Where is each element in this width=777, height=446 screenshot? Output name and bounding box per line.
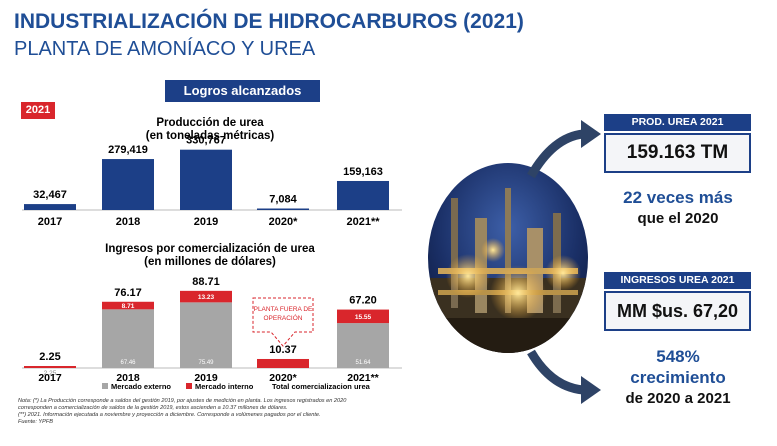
footnote-line: (**) 2021. Información ejecutada a novie… — [18, 412, 321, 418]
kpi-revenue-header: INGRESOS UREA 2021 — [604, 272, 751, 289]
revenue-category-label: 2018 — [116, 372, 140, 384]
revenue-total-label: 2.25 — [39, 351, 60, 363]
achievements-banner: Logros alcanzados — [165, 80, 320, 102]
production-value-label: 159,163 — [343, 166, 383, 178]
production-category-label: 2019 — [194, 216, 218, 228]
plant-offline-callout — [252, 297, 314, 347]
revenue-chart: Ingresos por comercialización de urea (e… — [22, 243, 402, 391]
footnote-line: Fuente: YPFB — [18, 419, 54, 425]
revenue-total-label: 10.37 — [269, 344, 297, 356]
revenue-external-label: 51.64 — [355, 360, 371, 366]
kpi-revenue-text-1: 548% — [656, 347, 700, 366]
kpi-production-value: 159.163 TM — [604, 133, 751, 173]
production-bar — [102, 159, 154, 210]
revenue-internal-segment — [257, 358, 309, 368]
revenue-external-label: 67.46 — [120, 360, 136, 366]
kpi-production-text: 22 veces más que el 2020 — [598, 187, 758, 229]
production-category-label: 2020* — [269, 216, 298, 228]
footnote-line: Nota: (*) La Producción corresponde a sa… — [18, 398, 347, 404]
production-bar — [180, 149, 232, 210]
kpi-revenue-value: MM $us. 67,20 — [604, 291, 751, 331]
legend-label-external: Mercado externo — [111, 382, 171, 391]
revenue-category-label: 2021** — [347, 372, 379, 384]
revenue-total-label: 67.20 — [349, 295, 377, 307]
legend-swatch-external — [102, 383, 108, 389]
kpi-production-header: PROD. UREA 2021 — [604, 114, 751, 131]
arrow-up-icon — [527, 120, 601, 179]
plant-offline-text: OPERACIÓN — [263, 313, 302, 322]
page-subtitle: PLANTA DE AMONÍACO Y UREA — [14, 38, 316, 60]
revenue-category-label: 2020* — [269, 372, 297, 384]
production-bar — [337, 180, 389, 210]
legend-label-total: Total comercializacion urea — [272, 382, 371, 391]
kpi-revenue-text-2: crecimiento — [630, 368, 726, 387]
plant-offline-text: PLANTA FUERA DE — [254, 306, 313, 313]
production-value-label: 330,767 — [186, 135, 226, 147]
revenue-internal-segment — [102, 301, 154, 310]
revenue-internal-segment — [337, 309, 389, 324]
revenue-category-label: 2017 — [38, 372, 62, 384]
production-bar — [257, 208, 309, 210]
production-chart-title: Producción de urea — [156, 117, 264, 129]
production-chart-subtitle: (en toneladas métricas) — [146, 130, 275, 142]
legend-swatch-internal — [186, 383, 192, 389]
production-category-label: 2018 — [116, 216, 140, 228]
revenue-category-label: 2019 — [194, 372, 218, 384]
plant-photo — [428, 163, 588, 353]
revenue-internal-label: 2.25 — [44, 370, 57, 377]
revenue-total-label: 76.17 — [114, 287, 142, 299]
revenue-chart-subtitle: (en millones de dólares) — [144, 256, 276, 268]
production-value-label: 7,084 — [269, 194, 297, 206]
production-bar — [24, 204, 76, 210]
production-category-label: 2017 — [38, 216, 62, 228]
footnotes: Nota: (*) La Producción corresponde a sa… — [18, 398, 418, 426]
revenue-external-label: 75.49 — [198, 360, 214, 366]
year-badge: 2021 — [21, 102, 55, 119]
page-title: INDUSTRIALIZACIÓN DE HIDROCARBUROS (2021… — [14, 10, 524, 33]
revenue-internal-label: 15.55 — [355, 314, 372, 321]
kpi-production-text-1: 22 veces más — [623, 188, 733, 207]
footnote-line: corresponden a comercialización de saldo… — [18, 405, 288, 411]
revenue-internal-label: 8.71 — [122, 303, 135, 310]
revenue-external-segment — [337, 323, 389, 368]
production-category-label: 2021** — [346, 216, 380, 228]
revenue-internal-label: 13.23 — [198, 294, 215, 301]
revenue-chart-title: Ingresos por comercialización de urea — [105, 243, 315, 255]
production-value-label: 32,467 — [33, 189, 67, 201]
production-value-label: 279,419 — [108, 144, 148, 156]
kpi-revenue-text: 548% crecimiento de 2020 a 2021 — [598, 346, 758, 409]
kpi-revenue-text-3: de 2020 a 2021 — [625, 390, 731, 407]
revenue-total-label: 88.71 — [192, 276, 220, 288]
legend-label-internal: Mercado interno — [195, 382, 254, 391]
revenue-internal-segment — [180, 290, 232, 303]
kpi-production-text-2: que el 2020 — [637, 210, 719, 227]
production-chart: Producción de urea (en toneladas métrica… — [22, 117, 402, 228]
revenue-legend: Mercado externo Mercado interno Total co… — [102, 382, 371, 391]
revenue-internal-segment — [24, 366, 76, 368]
arrow-down-icon — [527, 349, 601, 404]
revenue-external-segment — [180, 302, 232, 368]
revenue-external-segment — [102, 309, 154, 368]
